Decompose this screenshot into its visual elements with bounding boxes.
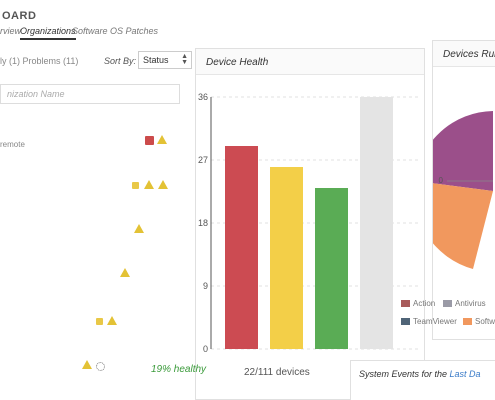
app-brand: OARD	[2, 10, 37, 22]
y-tick-label-4: 36	[198, 92, 208, 102]
legend-item-teamviewer: TeamViewer	[401, 317, 457, 326]
warning-icon[interactable]	[120, 268, 130, 277]
sort-select-value: Status	[143, 55, 169, 65]
device-health-card: Device Health 0 9 18 27 36 19% healthy 22/11…	[151, 48, 425, 400]
sort-arrows-icon: ▲ ▼	[181, 53, 188, 66]
org-row-label[interactable]: remote	[0, 140, 25, 149]
device-health-title: Device Health	[206, 57, 269, 68]
device-count-text[interactable]: 22/111 devices	[244, 367, 310, 378]
device-health-header: Device Health	[196, 49, 424, 75]
legend-swatch	[401, 318, 410, 326]
y-tick-label-2: 18	[198, 218, 208, 228]
status-square-icon[interactable]	[132, 182, 139, 189]
organization-search-input[interactable]: nization Name	[0, 84, 180, 104]
device-health-chart: 0 9 18 27 36	[198, 92, 421, 354]
devices-running-title: Devices Run	[443, 49, 495, 60]
tab-organizations[interactable]: Organizations	[20, 26, 76, 40]
tab-os-patches[interactable]: OS Patches	[110, 26, 159, 36]
system-events-period-link[interactable]: Last Da	[449, 369, 481, 379]
healthy-percent-text[interactable]: 19% healthy	[151, 364, 207, 375]
legend-label: TeamViewer	[413, 317, 457, 326]
health-bar-2	[315, 188, 348, 349]
legend-swatch	[443, 300, 452, 308]
pie-axis-zero: 0	[439, 176, 444, 185]
y-tick-label-0: 0	[203, 344, 208, 354]
legend-swatch	[401, 300, 410, 308]
loading-spinner-icon	[96, 362, 105, 371]
pie-slice-software	[433, 183, 493, 269]
health-bar-1	[270, 167, 303, 349]
legend-item-software: Softw	[463, 317, 495, 326]
system-events-title-text: System Events for the	[359, 369, 450, 379]
warning-icon[interactable]	[107, 316, 117, 325]
status-square-icon[interactable]	[96, 318, 103, 325]
tab-software[interactable]: Software	[72, 26, 108, 36]
legend-label: Softw	[475, 317, 495, 326]
warning-icon[interactable]	[158, 180, 168, 189]
sort-by-label: Sort By:	[104, 56, 137, 66]
y-tick-label-1: 9	[203, 281, 208, 291]
warning-icon[interactable]	[157, 135, 167, 144]
organizations-panel: ly (1) Problems (11) Sort By: Status ▲ ▼ …	[0, 48, 192, 400]
filter-tabs[interactable]: ly (1) Problems (11)	[0, 56, 79, 66]
system-events-card: System Events for the Last Da	[350, 360, 495, 400]
warning-icon[interactable]	[134, 224, 144, 233]
devices-running-pie: 0	[433, 111, 493, 269]
warning-icon[interactable]	[82, 360, 92, 369]
legend-swatch	[463, 318, 472, 326]
alert-square-icon[interactable]	[145, 136, 154, 145]
y-tick-label-3: 27	[198, 155, 208, 165]
pie-slice-action	[433, 111, 493, 191]
legend-item-antivirus: Antivirus	[443, 299, 486, 308]
legend-item-action: Action	[401, 299, 435, 308]
sort-select[interactable]: Status ▲ ▼	[138, 51, 192, 69]
tab-overview[interactable]: rview	[0, 26, 22, 36]
health-bar-0	[225, 146, 258, 349]
legend-label: Antivirus	[455, 299, 486, 308]
warning-icon[interactable]	[144, 180, 154, 189]
health-bar-3	[360, 97, 393, 349]
legend-label: Action	[413, 299, 436, 308]
devices-running-card: Devices Run 0 Action Antivirus TeamViewe…	[401, 40, 495, 340]
devices-running-header: Devices Run	[433, 41, 495, 67]
system-events-title: System Events for the Last Da	[359, 369, 481, 379]
main-tabs: rview Organizations Software OS Patches	[0, 24, 495, 42]
